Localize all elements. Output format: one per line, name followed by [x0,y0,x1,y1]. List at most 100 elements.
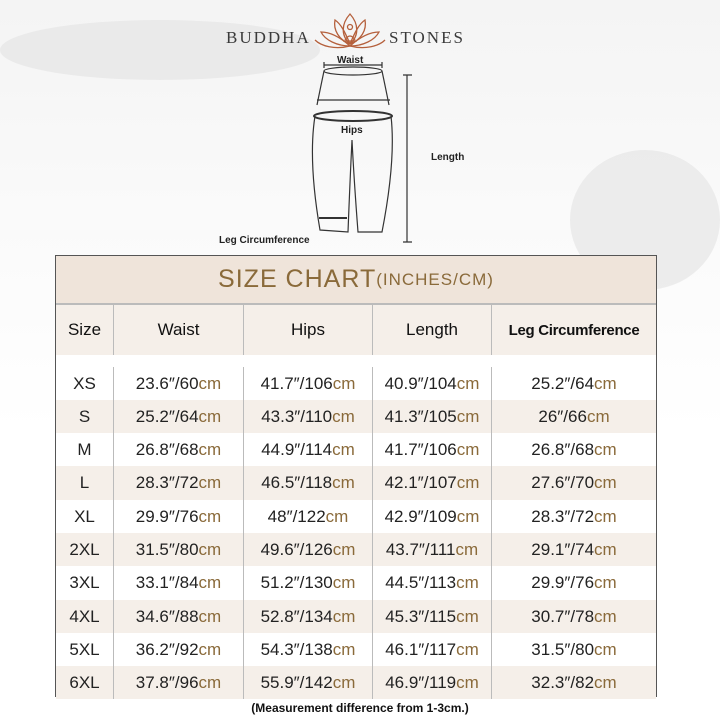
cell-value: 43.7″/111 [385,539,456,559]
cell-unit: cm [594,606,617,626]
cell-leg-circumference: 31.5″/80 cm [492,633,656,666]
cell-value: 48″/122 [267,506,326,526]
cell-size: S [56,400,114,433]
cell-unit: cm [456,406,480,426]
cell-unit: cm [594,672,617,692]
cell-value: 4XL [69,606,100,626]
cell-value: 43.3″/110 [261,406,333,426]
cell-hips: 48″/122 cm [244,500,373,533]
cell-waist: 37.8″/96 cm [114,666,244,699]
cell-value: 52.8″/134 [260,606,333,626]
cell-value: 28.3″/72 [531,506,595,526]
cell-value: 41.7″/106 [384,439,457,459]
cell-waist: 26.8″/68 cm [114,433,244,466]
cell-value: 25.2″/64 [531,373,595,393]
cell-value: 5XL [69,639,100,659]
cell-value: 37.8″/96 [135,672,199,692]
cell-value: 29.9″/76 [135,506,199,526]
cell-size: XS [56,367,114,400]
cell-value: 29.1″/74 [531,539,595,559]
cell-unit: cm [198,539,222,559]
cell-value: 30.7″/78 [531,606,595,626]
cell-hips: 46.5″/118 cm [244,466,373,500]
hips-label: Hips [341,125,363,136]
cell-value: 54.3″/138 [260,639,333,659]
cell-waist: 23.6″/60 cm [114,367,244,400]
cell-length: 42.9″/109 cm [373,500,492,533]
title-units: (INCHES/CM) [376,269,494,289]
cell-length: 41.3″/105 cm [373,400,492,433]
brand-name-left: BUDDHA [226,28,311,47]
cell-value: 6XL [69,672,100,692]
cell-leg-circumference: 25.2″/64 cm [492,367,656,400]
cell-unit: cm [456,373,480,393]
header-size: Size [56,305,114,355]
cell-size: 4XL [56,600,114,633]
cell-value: 45.3″/115 [385,606,457,626]
cell-unit: cm [332,606,356,626]
cell-unit: cm [586,406,610,426]
cell-hips: 51.2″/130 cm [244,566,373,600]
cell-value: 51.2″/130 [260,573,333,592]
cell-hips: 41.7″/106 cm [244,367,373,400]
cell-length: 40.9″/104 cm [373,367,492,400]
cell-unit: cm [594,639,617,659]
cell-leg-circumference: 28.3″/72 cm [492,500,656,533]
cell-unit: cm [198,573,222,592]
cell-unit: cm [594,573,617,592]
cell-unit: cm [198,473,222,492]
cell-value: 44.5″/113 [385,573,457,592]
table-row: S 25.2″/64 cm 43.3″/110 cm 41.3″/105 cm 26″/66 c… [56,400,656,433]
cell-waist: 31.5″/80 cm [114,533,244,566]
cell-length: 46.1″/117 cm [373,633,492,666]
cell-length: 44.5″/113 cm [373,566,492,600]
cell-value: 3XL [69,573,100,592]
cell-waist: 33.1″/84 cm [114,566,244,600]
cell-value: 31.5″/80 [135,539,199,559]
waist-label: Waist [337,55,364,66]
cell-unit: cm [332,539,356,559]
title-text: SIZE CHART [218,265,377,293]
cell-unit: cm [198,373,222,393]
cell-size: L [56,466,114,500]
cell-value: 28.3″/72 [135,473,199,492]
cell-unit: cm [198,439,222,459]
cell-waist: 36.2″/92 cm [114,633,244,666]
cell-value: XS [73,373,96,393]
cell-hips: 55.9″/142 cm [244,666,373,699]
cell-unit: cm [594,473,617,492]
cell-unit: cm [594,506,617,526]
cell-value: 40.9″/104 [384,373,457,393]
cell-length: 43.7″/111 cm [373,533,492,566]
cell-value: 42.9″/109 [384,506,457,526]
cell-unit: cm [332,406,355,426]
cell-value: 36.2″/92 [135,639,199,659]
cell-unit: cm [198,606,222,626]
cell-value: 46.5″/118 [261,473,333,492]
cell-hips: 43.3″/110 cm [244,400,373,433]
cell-size: 2XL [56,533,114,566]
cell-size: 6XL [56,666,114,699]
cell-unit: cm [332,439,355,459]
table-row: XS 23.6″/60 cm 41.7″/106 cm 40.9″/104 cm 25.2″/… [56,355,656,400]
cell-leg-circumference: 29.1″/74 cm [492,533,656,566]
cell-length: 42.1″/107 cm [373,466,492,500]
cell-value: 46.9″/119 [385,672,457,692]
cell-value: 23.6″/60 [135,373,199,393]
brand-name-right: STONES [389,28,465,47]
cell-unit: cm [594,373,617,393]
cell-unit: cm [332,473,355,492]
cell-value: 46.1″/117 [385,639,457,659]
cell-hips: 54.3″/138 cm [244,633,373,666]
cell-value: 2XL [69,539,100,559]
cell-unit: cm [325,506,349,526]
cell-value: XL [74,506,95,526]
cell-unit: cm [198,406,222,426]
cell-value: L [79,473,90,492]
length-label: Length [431,152,465,163]
cell-size: M [56,433,114,466]
cell-value: 49.6″/126 [260,539,333,559]
cell-value: 25.2″/64 [135,406,199,426]
table-row: M 26.8″/68 cm 44.9″/114 cm 41.7″/106 cm 26.8″/6… [56,433,656,466]
cell-unit: cm [456,573,479,592]
